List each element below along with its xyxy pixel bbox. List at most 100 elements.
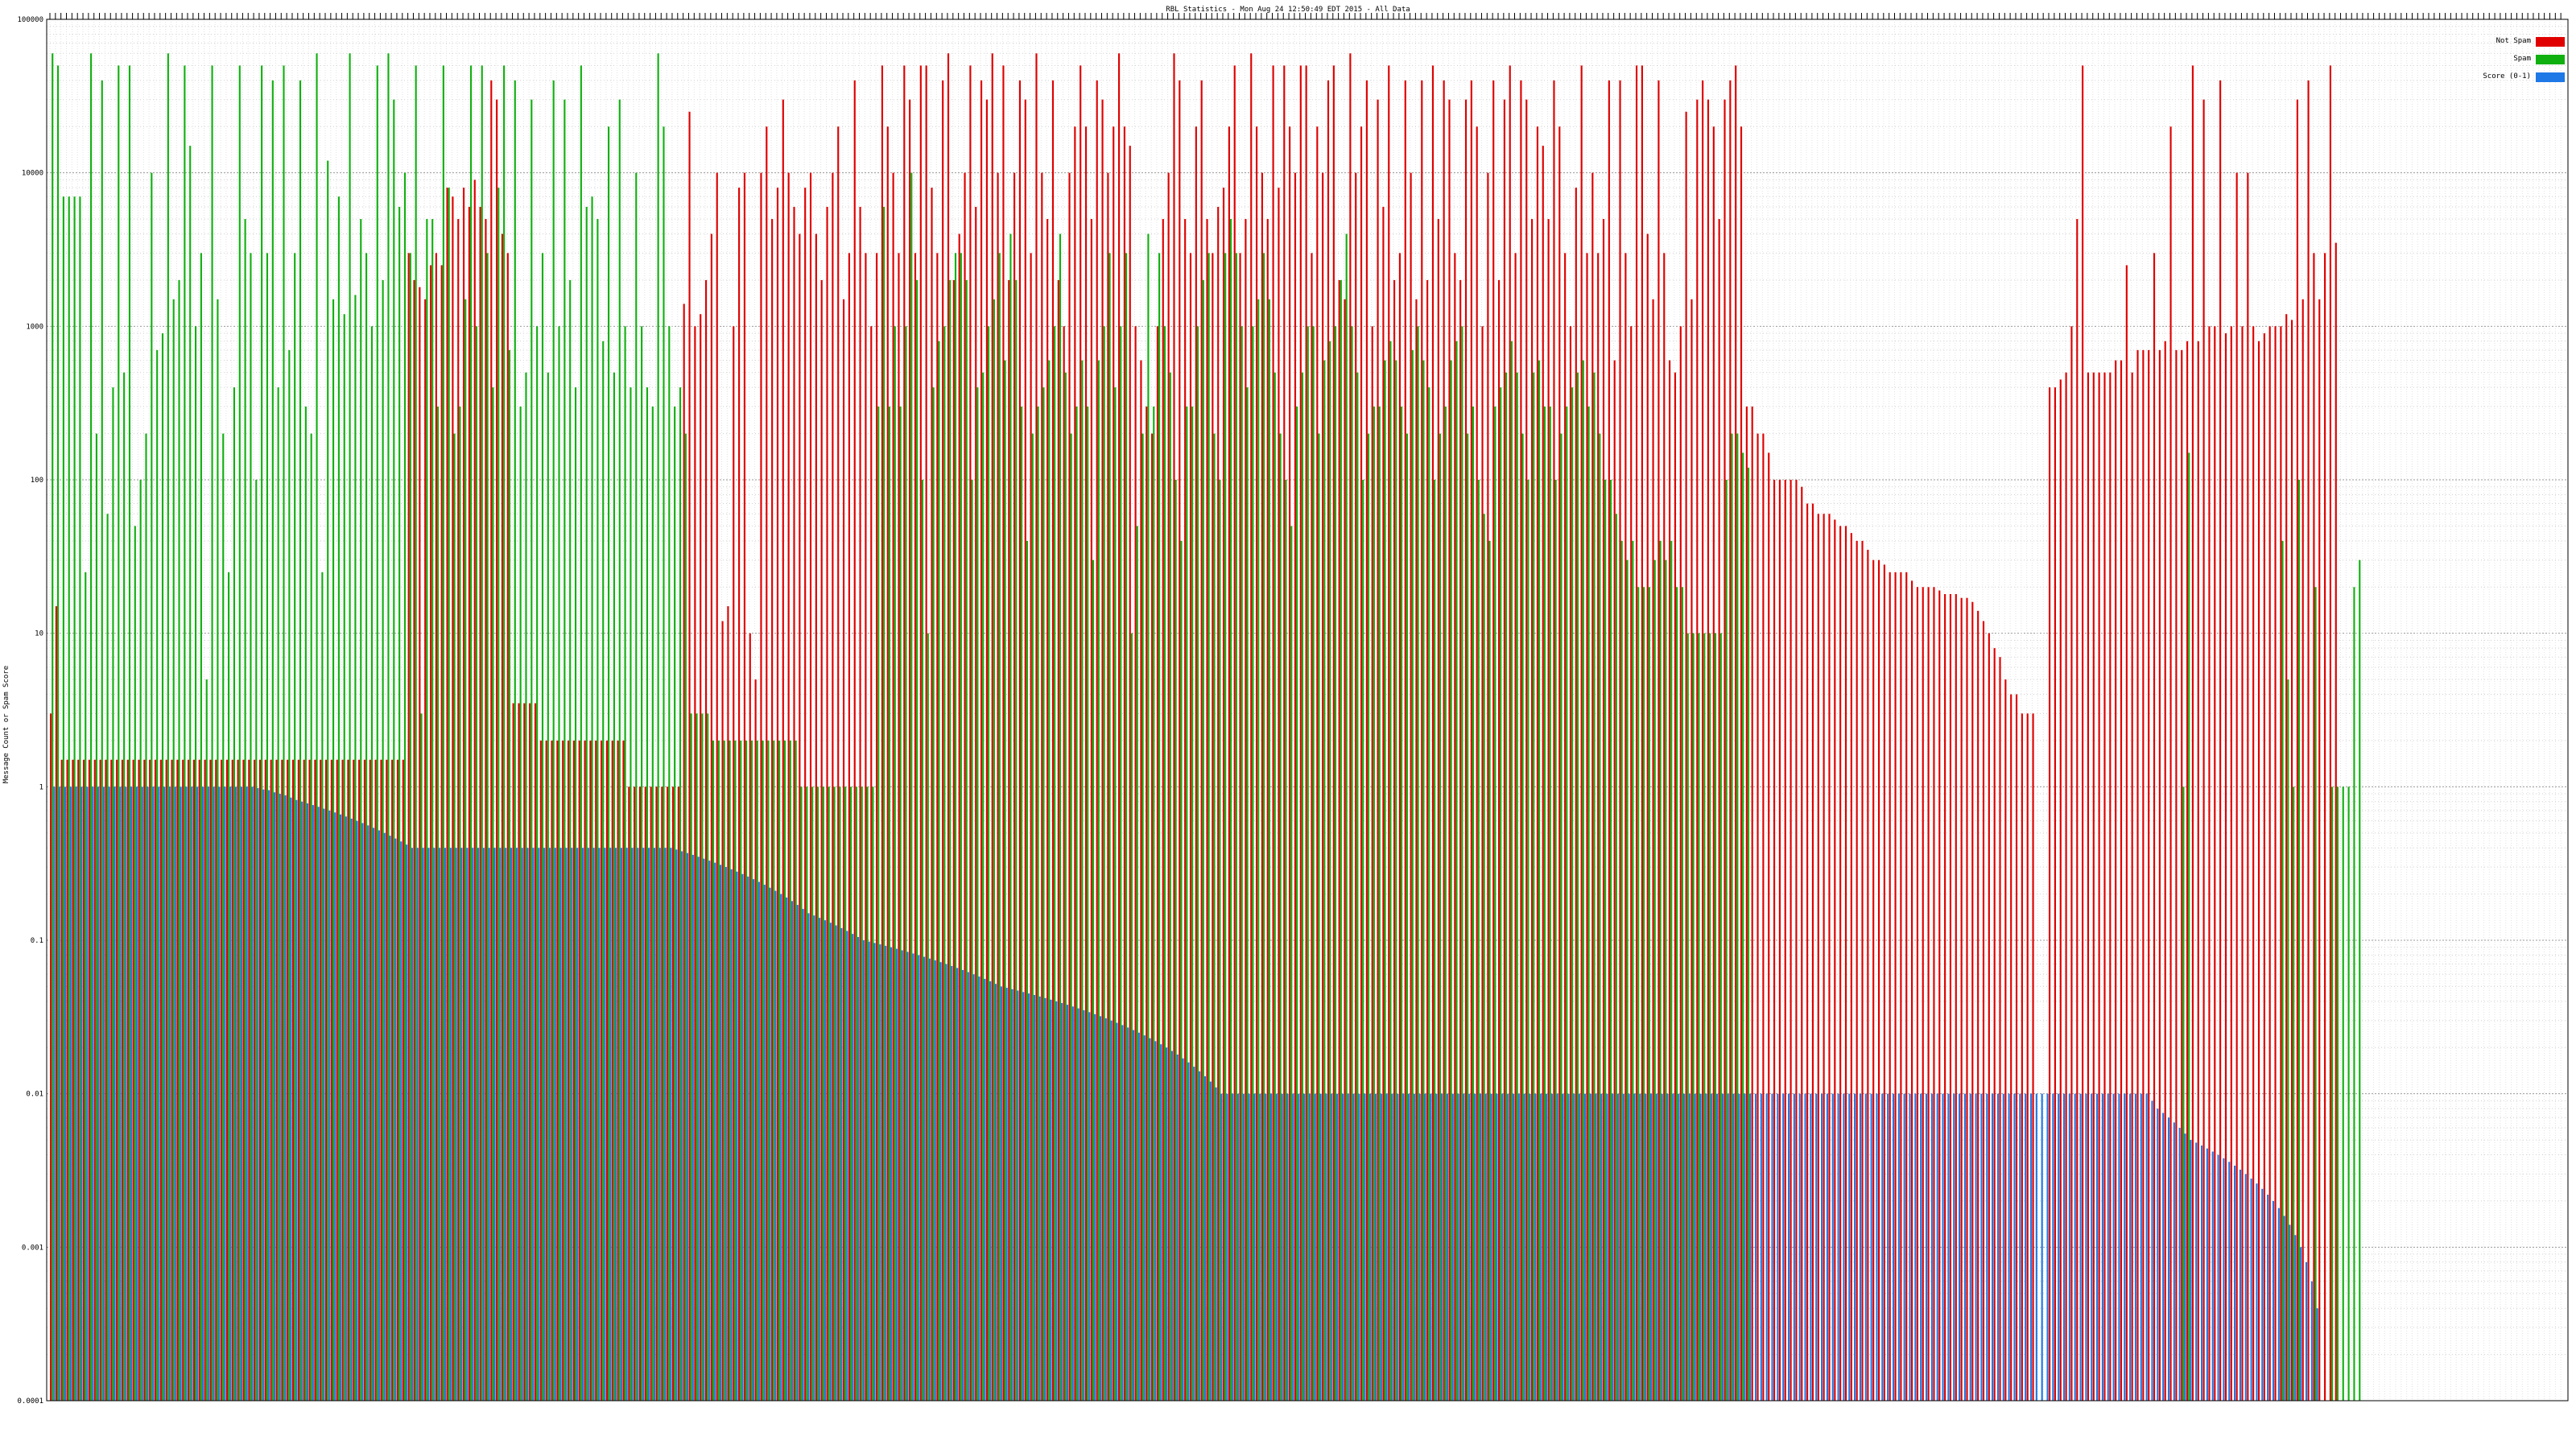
bar-score-0-1	[444, 848, 447, 1401]
bar-score-0-1	[1992, 1093, 1994, 1401]
bar-not-spam	[1575, 188, 1577, 1402]
bar-not-spam	[1266, 219, 1269, 1402]
bar-score-0-1	[1556, 1093, 1558, 1401]
bar-not-spam	[1784, 480, 1786, 1401]
bar-spam	[304, 407, 307, 1402]
bar-not-spam	[1938, 590, 1941, 1401]
bar-not-spam	[1212, 253, 1214, 1402]
bar-score-0-1	[1083, 1009, 1085, 1401]
bar-not-spam	[1999, 657, 2001, 1401]
bar-score-0-1	[2096, 1093, 2099, 1401]
bar-spam	[806, 786, 808, 1401]
bar-not-spam	[700, 314, 702, 1402]
bar-score-0-1	[1909, 1093, 1911, 1401]
bar-not-spam	[2049, 387, 2051, 1401]
bar-score-0-1	[1545, 1093, 1548, 1401]
bar-not-spam	[1547, 219, 1550, 1402]
bar-score-0-1	[1754, 1093, 1757, 1401]
chart-axes	[46, 13, 2569, 1402]
bar-score-0-1	[378, 830, 380, 1401]
bar-not-spam	[776, 188, 779, 1402]
bar-spam	[360, 219, 362, 1402]
bar-not-spam	[165, 759, 167, 1401]
bar-not-spam	[1272, 65, 1274, 1402]
bar-spam	[1279, 433, 1282, 1401]
bar-spam	[883, 206, 886, 1401]
bar-not-spam	[2131, 372, 2133, 1401]
bar-not-spam	[1289, 126, 1291, 1402]
bar-score-0-1	[482, 848, 485, 1401]
bar-score-0-1	[967, 972, 969, 1401]
bar-spam	[932, 387, 935, 1401]
bar-not-spam	[1988, 633, 1990, 1401]
bar-not-spam	[1669, 360, 1671, 1401]
bar-not-spam	[1437, 219, 1439, 1402]
bar-not-spam	[1415, 299, 1418, 1402]
bar-spam	[266, 253, 269, 1402]
bar-spam	[409, 253, 411, 1402]
bar-not-spam	[1839, 526, 1842, 1401]
bar-spam	[1444, 407, 1447, 1402]
bar-score-0-1	[675, 849, 678, 1401]
bar-spam	[52, 53, 54, 1401]
bar-spam	[965, 279, 968, 1401]
bar-not-spam	[898, 253, 900, 1402]
bar-score-0-1	[2200, 1145, 2203, 1401]
bar-score-0-1	[2283, 1216, 2285, 1401]
bar-score-0-1	[2118, 1093, 2120, 1401]
bar-score-0-1	[571, 848, 573, 1401]
bar-not-spam	[1867, 549, 1869, 1401]
bar-spam	[762, 740, 764, 1401]
bar-spam	[927, 633, 929, 1401]
bar-score-0-1	[708, 861, 711, 1401]
bar-spam	[943, 326, 946, 1401]
bar-spam	[630, 387, 632, 1401]
bar-not-spam	[964, 172, 966, 1402]
bar-score-0-1	[334, 812, 336, 1401]
bar-score-0-1	[2029, 1093, 2033, 1401]
y-tick-label: 100	[31, 477, 43, 485]
bar-not-spam	[2004, 679, 2007, 1401]
bar-score-0-1	[2277, 1208, 2280, 1401]
bar-score-0-1	[301, 801, 303, 1401]
bar-score-0-1	[581, 848, 584, 1401]
bar-score-0-1	[598, 848, 601, 1401]
bar-score-0-1	[1176, 1054, 1179, 1401]
bar-score-0-1	[1963, 1093, 1966, 1401]
bar-not-spam	[1311, 253, 1313, 1402]
bar-spam	[618, 99, 621, 1401]
bar-not-spam	[2280, 326, 2282, 1401]
bar-spam	[707, 713, 709, 1401]
bar-not-spam	[1063, 326, 1065, 1401]
bar-not-spam	[463, 188, 465, 1402]
bar-not-spam	[66, 759, 68, 1401]
bar-score-0-1	[2041, 1093, 2043, 1401]
bar-spam	[1202, 279, 1204, 1401]
bar-score-0-1	[1589, 1093, 1591, 1401]
bar-score-0-1	[295, 799, 298, 1401]
bar-score-0-1	[1876, 1093, 1878, 1401]
bar-spam	[701, 713, 704, 1401]
bar-not-spam	[1993, 648, 1996, 1401]
bar-not-spam	[1222, 188, 1225, 1402]
bar-score-0-1	[648, 848, 650, 1401]
bar-not-spam	[1332, 65, 1335, 1402]
bar-spam	[1097, 360, 1100, 1401]
bar-spam	[1505, 372, 1508, 1401]
bar-score-0-1	[796, 905, 799, 1401]
bar-score-0-1	[1209, 1081, 1212, 1401]
bar-score-0-1	[565, 848, 568, 1401]
bar-spam	[894, 326, 896, 1401]
bar-not-spam	[198, 759, 200, 1401]
bar-not-spam	[1657, 80, 1660, 1401]
bar-not-spam	[1690, 299, 1693, 1402]
bar-score-0-1	[1154, 1041, 1157, 1401]
bar-not-spam	[2169, 126, 2172, 1402]
bar-score-0-1	[1744, 1093, 1746, 1401]
bar-score-0-1	[499, 848, 502, 1401]
bar-spam	[750, 740, 753, 1401]
bar-score-0-1	[642, 848, 645, 1401]
bar-spam	[684, 433, 687, 1401]
bar-not-spam	[671, 786, 675, 1401]
bar-score-0-1	[1017, 990, 1019, 1401]
